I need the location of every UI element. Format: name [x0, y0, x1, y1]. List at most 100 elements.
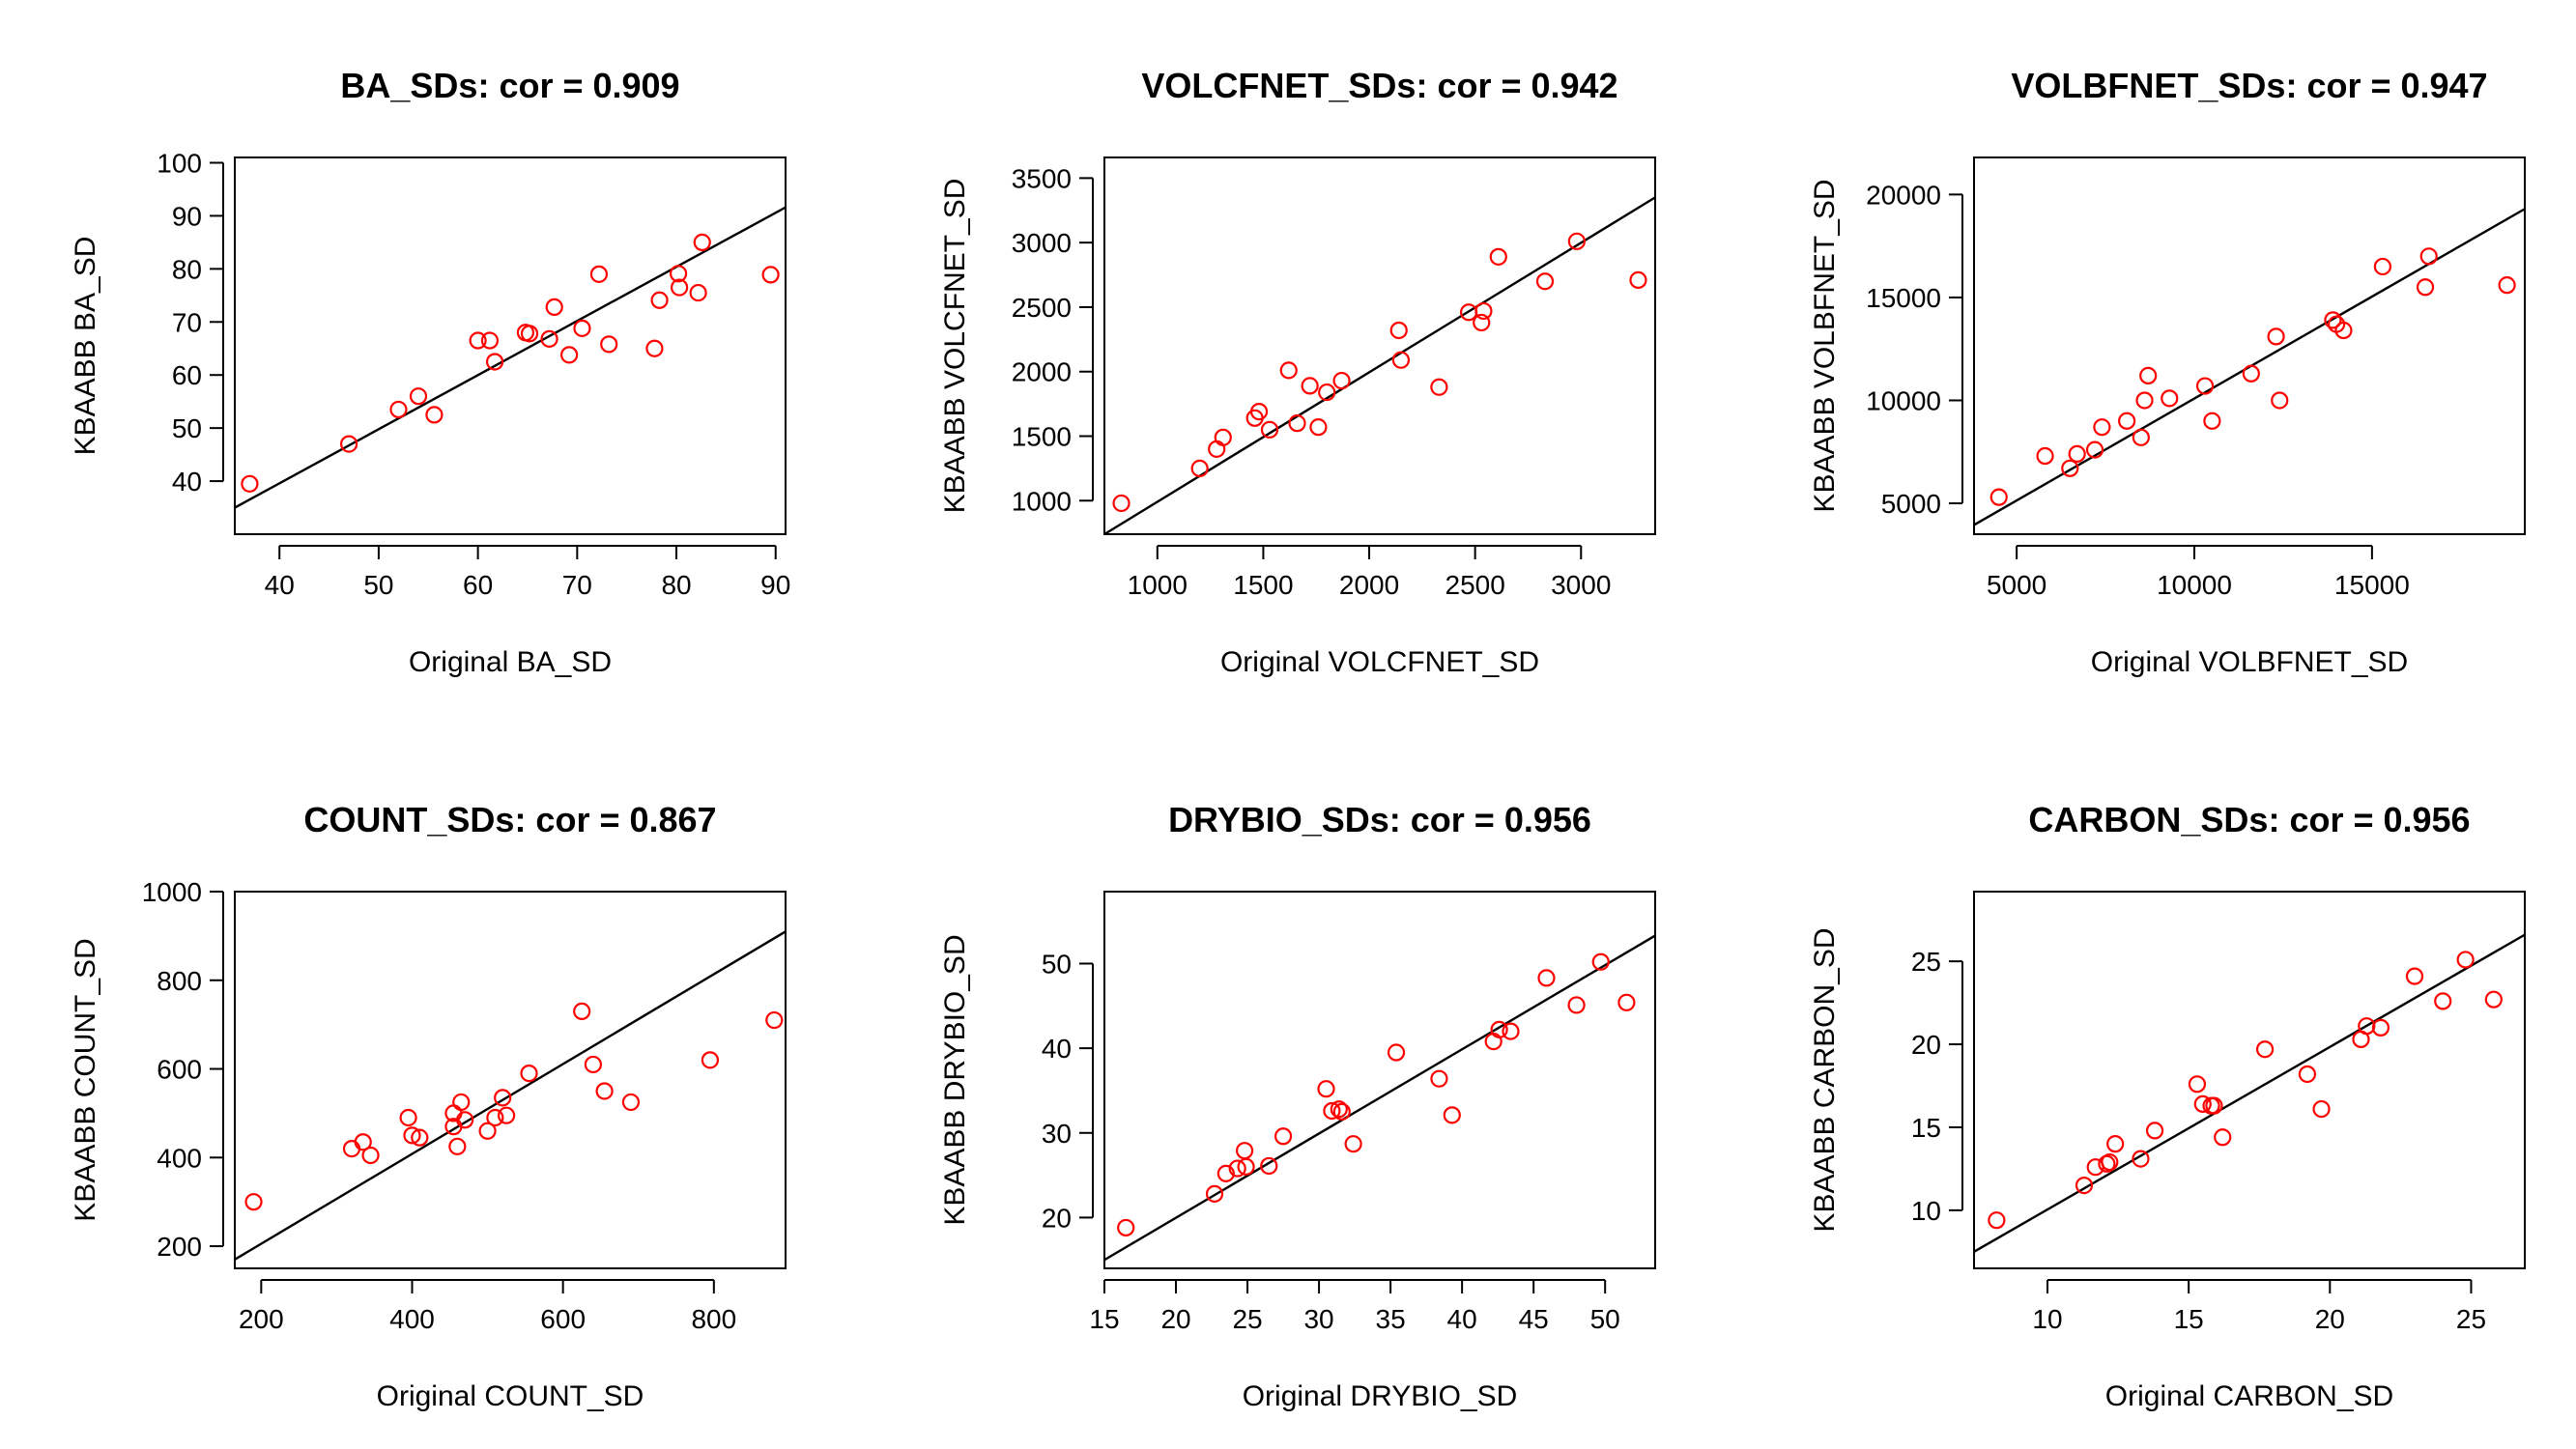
chart-title: DRYBIO_SDs: cor = 0.956 — [1168, 800, 1591, 839]
data-point — [399, 1108, 417, 1127]
data-point — [765, 1010, 784, 1030]
y-tick-label: 100 — [157, 148, 202, 178]
data-point — [2188, 1075, 2207, 1094]
plot-frame — [234, 891, 787, 1269]
chart-title: CARBON_SDs: cor = 0.956 — [2028, 800, 2470, 839]
x-axis-label: Original VOLBFNET_SD — [2091, 646, 2408, 678]
y-tick-label: 90 — [172, 201, 202, 231]
x-tick-label: 30 — [1303, 1304, 1333, 1334]
data-point — [2312, 1099, 2331, 1119]
data-point — [1117, 1218, 1135, 1237]
data-point — [2075, 1176, 2094, 1195]
data-point — [650, 291, 669, 309]
scatter-panel-3: VOLBFNET_SDs: cor = 0.947 5000 10000 15000 5… — [1809, 66, 2526, 678]
data-point — [2405, 967, 2424, 985]
data-point — [1535, 272, 1555, 291]
y-axis-label: KBAABB COUNT_SD — [70, 938, 101, 1221]
data-point — [2242, 364, 2260, 383]
scatter-panel-6: CARBON_SDs: cor = 0.956 10 15 20 25 10 15 20 25 O… — [1809, 800, 2526, 1412]
data-point — [1249, 403, 1269, 421]
data-point — [1391, 351, 1411, 369]
y-tick-label: 50 — [1042, 949, 1072, 979]
data-point — [1112, 494, 1131, 513]
x-tick-label: 25 — [2456, 1304, 2486, 1334]
fit-line — [235, 206, 786, 509]
data-point — [1332, 1102, 1351, 1121]
x-tick-label: 800 — [691, 1304, 736, 1334]
y-tick-label: 25 — [1911, 947, 1941, 977]
x-tick-label: 20 — [1160, 1304, 1190, 1334]
x-tick-label: 40 — [265, 570, 295, 600]
data-point — [645, 339, 664, 357]
data-point — [1617, 993, 1636, 1011]
data-point — [342, 1140, 361, 1158]
x-tick-label: 400 — [389, 1304, 435, 1334]
data-point — [2036, 446, 2054, 466]
plot-frame — [1973, 891, 2526, 1269]
x-tick-label: 1500 — [1233, 570, 1293, 600]
data-point — [595, 1082, 614, 1100]
data-point — [2255, 1040, 2275, 1059]
x-tick-label: 50 — [1590, 1304, 1620, 1334]
x-tick-label: 600 — [540, 1304, 586, 1334]
data-point — [2373, 257, 2392, 276]
y-tick-label: 20 — [1911, 1030, 1941, 1060]
data-point — [1205, 1184, 1224, 1203]
data-point — [486, 1108, 504, 1127]
data-point — [1989, 488, 2008, 506]
data-point — [1567, 996, 1586, 1014]
data-point — [2334, 321, 2353, 340]
data-point — [1502, 1022, 1520, 1040]
data-point — [2106, 1135, 2125, 1153]
y-axis-label: KBAABB BA_SD — [70, 237, 101, 456]
y-axis-label: KBAABB VOLBFNET_SD — [1809, 179, 1841, 512]
data-point — [1208, 440, 1226, 458]
data-point — [2358, 1017, 2376, 1036]
x-tick-label: 1000 — [1128, 570, 1188, 600]
x-tick-label: 2000 — [1339, 570, 1399, 600]
data-point — [701, 1051, 720, 1069]
x-tick-label: 15 — [1089, 1304, 1119, 1334]
data-point — [2267, 327, 2285, 346]
y-tick-label: 15000 — [1866, 283, 1941, 313]
data-point — [545, 298, 563, 317]
y-tick-label: 400 — [157, 1143, 202, 1173]
data-point — [1430, 1069, 1448, 1088]
y-tick-label: 10 — [1911, 1196, 1941, 1226]
data-point — [2161, 389, 2179, 408]
y-tick-label: 600 — [157, 1055, 202, 1085]
data-point — [1591, 952, 1610, 971]
y-tick-label: 1000 — [1012, 486, 1072, 516]
x-tick-label: 25 — [1232, 1304, 1262, 1334]
data-point — [671, 278, 689, 297]
data-point — [2484, 990, 2503, 1009]
data-point — [2101, 1152, 2119, 1172]
data-point — [1430, 378, 1448, 396]
y-tick-label: 80 — [172, 254, 202, 284]
data-point — [452, 1093, 471, 1112]
data-point — [1567, 232, 1586, 250]
data-point — [1235, 1142, 1254, 1160]
data-point — [1318, 383, 1336, 402]
data-point — [2214, 1128, 2232, 1147]
data-point — [2416, 278, 2435, 297]
y-tick-label: 5000 — [1881, 489, 1941, 519]
data-point — [600, 335, 618, 354]
x-tick-label: 3000 — [1551, 570, 1611, 600]
scatter-panel-1: BA_SDs: cor = 0.909 40 50 60 70 80 90 40 50 60 70 8… — [70, 66, 790, 678]
y-tick-label: 30 — [1042, 1119, 1072, 1149]
data-point — [1279, 361, 1298, 380]
x-tick-label: 60 — [463, 570, 493, 600]
data-point — [1274, 1127, 1293, 1146]
x-tick-label: 90 — [760, 570, 790, 600]
data-point — [2298, 1065, 2317, 1084]
chart-title: COUNT_SDs: cor = 0.867 — [303, 800, 716, 839]
data-point — [520, 1065, 538, 1083]
y-tick-label: 200 — [157, 1232, 202, 1262]
x-tick-label: 15 — [2174, 1304, 2204, 1334]
data-point — [1214, 428, 1232, 446]
data-point — [1190, 459, 1209, 477]
data-point — [1489, 247, 1507, 266]
x-tick-label: 200 — [239, 1304, 284, 1334]
